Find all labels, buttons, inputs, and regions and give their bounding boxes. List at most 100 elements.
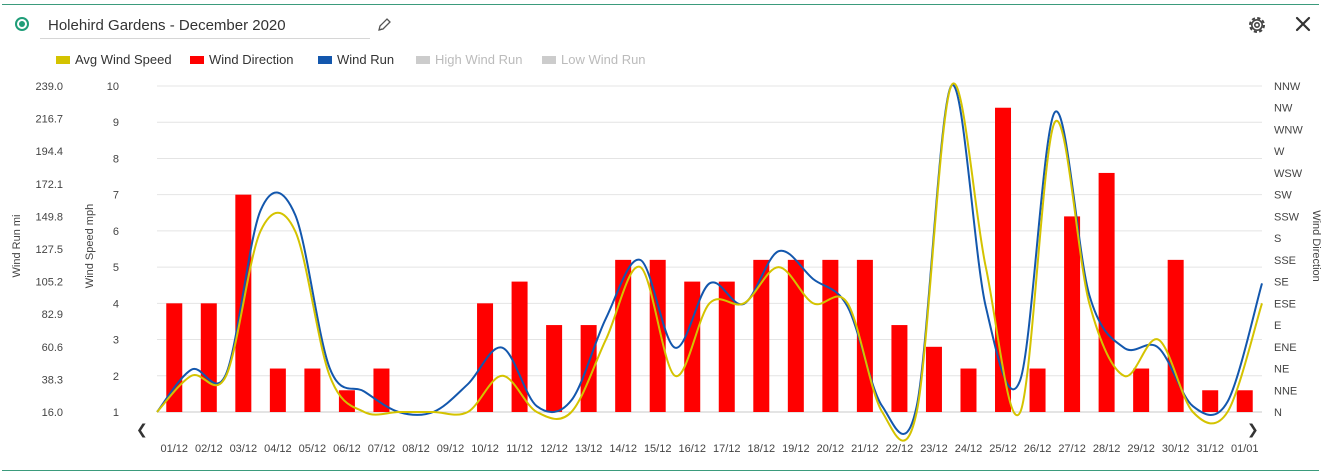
date-tick-label: 26/12 — [1024, 443, 1052, 455]
wind-speed-tick-label: 2 — [113, 371, 119, 383]
wind-direction-bar — [1064, 216, 1081, 412]
wind-direction-bar — [960, 368, 977, 412]
wind-direction-bar — [200, 303, 217, 412]
wind-direction-bar — [649, 259, 666, 412]
avg-wind-speed-line — [156, 82, 1263, 442]
date-tick-label: 10/12 — [471, 443, 499, 455]
date-tick-label: 13/12 — [575, 443, 603, 455]
gear-icon[interactable] — [1246, 14, 1268, 36]
wind-direction-tick-label: NNW — [1274, 81, 1301, 93]
date-tick-label: 27/12 — [1058, 443, 1086, 455]
wind-direction-bar — [1202, 390, 1219, 412]
wind-run-tick-label: 172.1 — [35, 179, 63, 191]
date-tick-label: 05/12 — [299, 443, 327, 455]
wind-run-tick-label: 38.3 — [42, 374, 63, 386]
date-tick-label: 02/12 — [195, 443, 223, 455]
date-tick-label: 16/12 — [678, 443, 706, 455]
wind-direction-bar — [304, 368, 321, 412]
wind-direction-bar — [1167, 259, 1184, 412]
legend-item-wind-direction[interactable]: Wind Direction — [190, 52, 294, 67]
pencil-icon[interactable] — [375, 16, 393, 34]
wind-speed-tick-label: 8 — [113, 153, 119, 165]
wind-direction-bar — [338, 390, 355, 412]
legend-item-high-wind-run[interactable]: High Wind Run — [416, 52, 522, 67]
wind-direction-bar — [995, 107, 1012, 412]
wind-direction-bar — [166, 303, 183, 412]
wind-direction-tick-label: SSW — [1274, 211, 1300, 223]
wind-run-tick-label: 105.2 — [35, 277, 63, 289]
legend-label: Wind Direction — [209, 52, 294, 67]
wind-direction-tick-label: NE — [1274, 364, 1289, 376]
scroll-right-arrow[interactable]: ❯ — [1247, 421, 1259, 438]
date-tick-label: 25/12 — [989, 443, 1017, 455]
legend-swatch — [542, 55, 556, 64]
wind-run-line — [156, 84, 1263, 435]
chart-lines — [156, 82, 1263, 442]
wind-run-tick-label: 127.5 — [35, 244, 63, 256]
wind-chart: 239.0 216.7 194.4 172.1 149.8 127.5 105.2 82.9 6… — [11, 81, 1322, 455]
wind-direction-bars — [166, 107, 1253, 412]
date-tick-label: 01/12 — [161, 443, 189, 455]
date-tick-label: 03/12 — [230, 443, 258, 455]
wind-run-axis-title: Wind Run mi — [11, 215, 23, 278]
date-tick-label: 21/12 — [851, 443, 879, 455]
wind-direction-tick-label: WNW — [1274, 124, 1303, 136]
date-tick-label: 14/12 — [609, 443, 637, 455]
wind-speed-tick-label: 6 — [113, 226, 119, 238]
wind-run-tick-label: 194.4 — [35, 146, 63, 158]
wind-speed-axis-title: Wind Speed mph — [84, 204, 96, 288]
legend-swatch — [318, 55, 332, 64]
wind-run-axis: 239.0 216.7 194.4 172.1 149.8 127.5 105.2 82.9 6… — [35, 81, 63, 419]
wind-speed-tick-label: 10 — [107, 81, 119, 93]
wind-direction-bar — [615, 259, 632, 412]
wind-direction-bar — [822, 259, 839, 412]
date-tick-label: 23/12 — [920, 443, 948, 455]
wind-direction-bar — [269, 368, 286, 412]
wind-direction-tick-label: SE — [1274, 277, 1289, 289]
wind-direction-bar — [1236, 390, 1253, 412]
legend-item-avg-wind-speed[interactable]: Avg Wind Speed — [56, 52, 172, 67]
wind-direction-bar — [1029, 368, 1046, 412]
page-title: Holehird Gardens - December 2020 — [48, 17, 286, 34]
wind-direction-bar — [1133, 368, 1150, 412]
wind-direction-bar — [477, 303, 494, 412]
legend-label: High Wind Run — [435, 52, 523, 67]
status-dot-icon[interactable] — [15, 17, 29, 31]
wind-speed-tick-label: 7 — [113, 190, 119, 202]
wind-direction-tick-label: N — [1274, 407, 1282, 419]
date-tick-label: 08/12 — [402, 443, 430, 455]
date-tick-label: 12/12 — [540, 443, 568, 455]
date-tick-label: 31/12 — [1196, 443, 1224, 455]
wind-direction-tick-label: E — [1274, 320, 1281, 332]
wind-run-tick-label: 60.6 — [42, 342, 63, 354]
date-tick-label: 28/12 — [1093, 443, 1121, 455]
wind-speed-tick-label: 4 — [113, 298, 119, 310]
wind-run-tick-label: 16.0 — [42, 407, 63, 419]
date-tick-label: 11/12 — [506, 443, 533, 455]
close-icon[interactable] — [1293, 14, 1313, 34]
scroll-left-arrow[interactable]: ❮ — [136, 421, 148, 438]
wind-direction-bar — [546, 325, 563, 412]
wind-speed-tick-label: 9 — [113, 117, 119, 129]
wind-speed-tick-label: 5 — [113, 262, 119, 274]
legend-item-low-wind-run[interactable]: Low Wind Run — [542, 52, 646, 67]
wind-run-tick-label: 239.0 — [35, 81, 63, 93]
legend-swatch — [416, 55, 430, 64]
date-tick-label: 18/12 — [748, 443, 776, 455]
wind-direction-axis-title: Wind Direction — [1310, 210, 1322, 282]
legend-label: Avg Wind Speed — [75, 52, 172, 67]
wind-direction-bar — [891, 325, 908, 412]
wind-speed-axis: 10 9 8 7 6 5 4 3 2 1 — [107, 81, 119, 419]
wind-direction-bar — [1098, 172, 1115, 412]
wind-speed-tick-label: 1 — [113, 407, 119, 419]
date-tick-label: 07/12 — [368, 443, 396, 455]
legend-item-wind-run[interactable]: Wind Run — [318, 52, 394, 67]
date-tick-label: 30/12 — [1162, 443, 1190, 455]
date-tick-label: 04/12 — [264, 443, 292, 455]
title-field[interactable]: Holehird Gardens - December 2020 — [40, 12, 370, 39]
date-tick-label: 29/12 — [1127, 443, 1155, 455]
wind-direction-tick-label: W — [1274, 146, 1285, 158]
chart-grid — [157, 85, 1262, 413]
wind-direction-axis: NNW NW WNW W WSW SW SSW S SSE SE ESE E ENE NE NNE N — [1274, 81, 1303, 419]
legend-swatch — [190, 55, 204, 64]
